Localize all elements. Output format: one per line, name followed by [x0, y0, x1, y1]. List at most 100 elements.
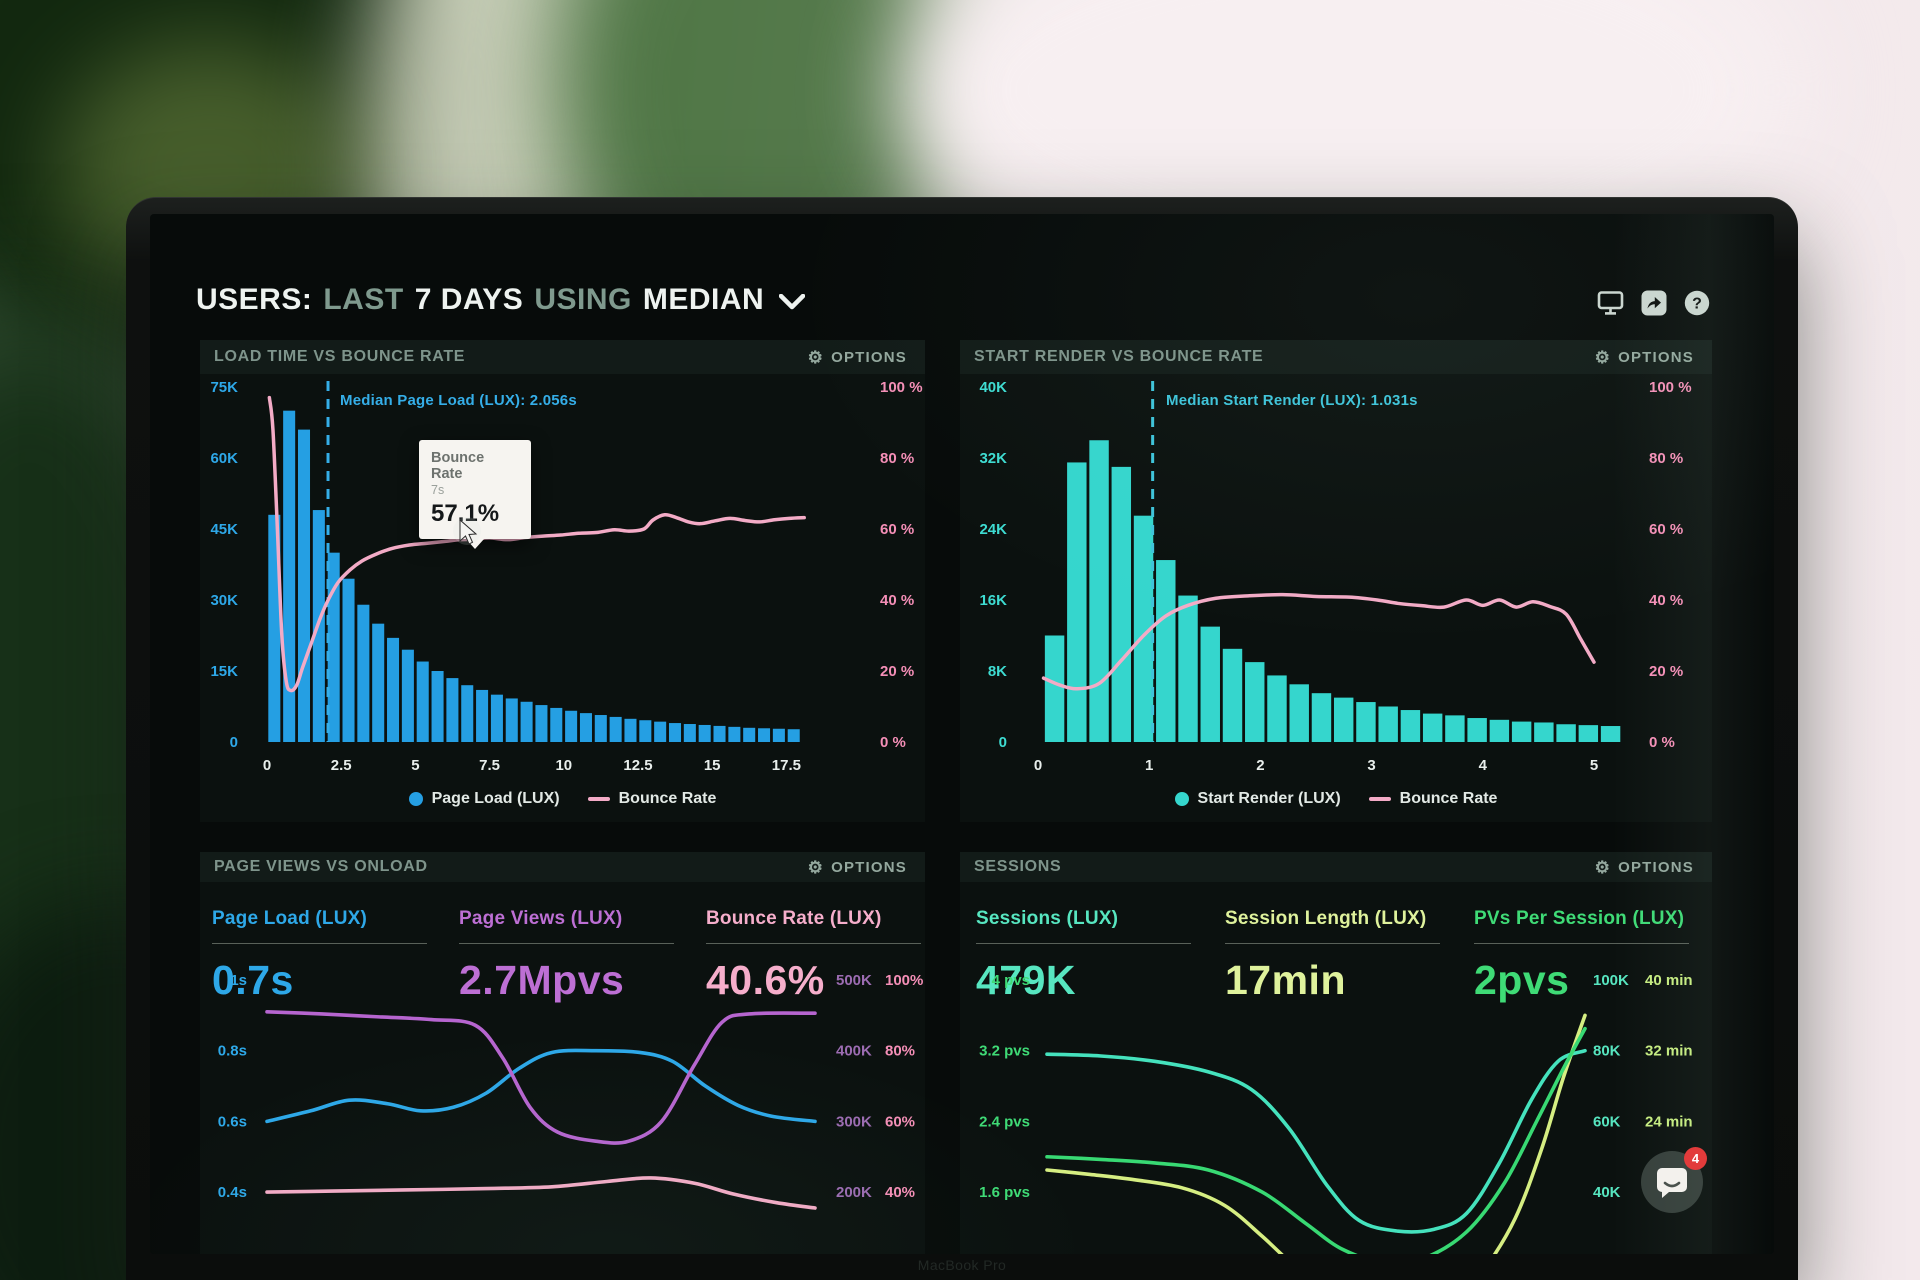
metric-pvs-per-session[interactable]: PVs Per Session (LUX) 2pvs [1474, 908, 1689, 1004]
panel-sessions: SESSIONS ⚙ OPTIONS Sessions (LUX) 479K S… [960, 852, 1712, 1254]
svg-text:0 %: 0 % [880, 734, 906, 751]
gear-icon: ⚙ [1594, 857, 1612, 877]
svg-text:400K: 400K [836, 1043, 872, 1060]
svg-text:24K: 24K [979, 521, 1007, 538]
svg-text:1.6 pvs: 1.6 pvs [979, 1184, 1030, 1201]
svg-text:0: 0 [230, 734, 238, 751]
svg-text:10: 10 [555, 757, 572, 774]
svg-text:60K: 60K [210, 450, 238, 467]
svg-text:40 %: 40 % [880, 592, 914, 609]
chevron-down-icon [779, 294, 806, 310]
svg-text:0: 0 [1034, 757, 1042, 774]
svg-text:500K: 500K [836, 972, 872, 989]
gear-icon: ⚙ [807, 347, 825, 367]
gear-icon: ⚙ [807, 857, 825, 877]
svg-text:100%: 100% [885, 972, 923, 989]
svg-text:80 %: 80 % [880, 450, 914, 467]
mouse-cursor-icon [452, 516, 486, 555]
dot-marker [408, 792, 423, 806]
share-icon[interactable] [1641, 290, 1667, 316]
intercom-launcher[interactable]: 4 [1641, 1147, 1707, 1213]
help-icon[interactable]: ? [1684, 290, 1710, 316]
title-using: USING [534, 283, 632, 316]
svg-text:40 %: 40 % [1649, 592, 1683, 609]
svg-text:100K: 100K [1593, 972, 1629, 989]
svg-text:60 %: 60 % [880, 521, 914, 538]
page-views-chart[interactable]: 1s 0.8s 0.6s 0.4s 500K 400K 300K 200K 100% 80% 60%… [200, 965, 925, 1254]
monitor-icon[interactable] [1597, 290, 1624, 316]
legend-bounce-rate[interactable]: Bounce Rate [1368, 790, 1497, 808]
options-button[interactable]: ⚙ OPTIONS [1594, 347, 1694, 367]
metric-page-views[interactable]: Page Views (LUX) 2.7Mpvs [459, 908, 674, 1004]
svg-text:80K: 80K [1593, 1043, 1621, 1060]
svg-text:8K: 8K [988, 663, 1007, 680]
metric-sessions[interactable]: Sessions (LUX) 479K [976, 908, 1191, 1004]
panel-load-time-vs-bounce-rate: LOAD TIME VS BOUNCE RATE ⚙ OPTIONS 75K 60… [200, 340, 925, 822]
sessions-chart[interactable]: 4 pvs 3.2 pvs 2.4 pvs 1.6 pvs 100K 80K 60K 40K 4… [960, 965, 1712, 1254]
svg-text:100 %: 100 % [1649, 379, 1692, 396]
svg-text:32K: 32K [979, 450, 1007, 467]
svg-text:0.4s: 0.4s [218, 1184, 247, 1201]
panel-title: SESSIONS [974, 858, 1062, 875]
svg-text:?: ? [1692, 296, 1702, 313]
metric-session-length[interactable]: Session Length (LUX) 17min [1225, 908, 1440, 1004]
svg-text:0: 0 [263, 757, 271, 774]
legend-page-load[interactable]: Page Load (LUX) [408, 790, 560, 808]
dashboard-screen: USERS: LAST 7 DAYS USING MEDIAN [150, 214, 1774, 1254]
svg-text:40K: 40K [1593, 1184, 1621, 1201]
dash-marker [587, 797, 610, 801]
metric-page-load[interactable]: Page Load (LUX) 0.7s [212, 908, 427, 1004]
panel-title: LOAD TIME VS BOUNCE RATE [214, 348, 466, 365]
svg-text:24 min: 24 min [1645, 1113, 1693, 1130]
svg-text:80%: 80% [885, 1043, 915, 1060]
legend-start-render[interactable]: Start Render (LUX) [1174, 790, 1341, 808]
title-range: 7 DAYS [414, 283, 524, 316]
chart-tooltip: Bounce Rate 7s 57.1% [419, 440, 531, 549]
svg-text:60K: 60K [1593, 1113, 1621, 1130]
svg-text:2: 2 [1256, 757, 1264, 774]
dot-marker [1174, 792, 1189, 806]
metric-bounce-rate[interactable]: Bounce Rate (LUX) 40.6% [706, 908, 921, 1004]
median-annotation: Median Start Render (LUX): 1.031s [1166, 392, 1418, 409]
options-button[interactable]: ⚙ OPTIONS [1594, 857, 1694, 877]
metrics-row: Page Load (LUX) 0.7s Page Views (LUX) 2.… [200, 908, 925, 1004]
chart-legend: Start Render (LUX) Bounce Rate [960, 790, 1712, 808]
svg-text:1s: 1s [230, 972, 247, 989]
svg-text:45K: 45K [210, 521, 238, 538]
chart-legend: Page Load (LUX) Bounce Rate [200, 790, 925, 808]
title-agg: MEDIAN [642, 283, 765, 316]
svg-text:75K: 75K [210, 379, 238, 396]
dash-marker [1368, 797, 1391, 801]
svg-text:60%: 60% [885, 1113, 915, 1130]
svg-text:17.5: 17.5 [772, 757, 801, 774]
laptop-brand-label: MacBook Pro [917, 1257, 1007, 1273]
svg-text:40%: 40% [885, 1184, 915, 1201]
svg-text:0.8s: 0.8s [218, 1043, 247, 1060]
panel-title: START RENDER VS BOUNCE RATE [974, 348, 1264, 365]
svg-text:32 min: 32 min [1645, 1043, 1693, 1060]
svg-text:20 %: 20 % [1649, 663, 1683, 680]
svg-text:16K: 16K [979, 592, 1007, 609]
header-toolbar: ? [1597, 290, 1710, 316]
svg-text:80 %: 80 % [1649, 450, 1683, 467]
options-button[interactable]: ⚙ OPTIONS [807, 347, 907, 367]
svg-text:5: 5 [411, 757, 419, 774]
start-render-chart[interactable]: 40K 32K 24K 16K 8K 0 100 % 80 % 60 % 40 % 20 % 0 % 0… [960, 374, 1712, 822]
legend-bounce-rate[interactable]: Bounce Rate [587, 790, 716, 808]
svg-text:1: 1 [1145, 757, 1153, 774]
svg-text:3: 3 [1367, 757, 1375, 774]
svg-text:3.2 pvs: 3.2 pvs [979, 1043, 1030, 1060]
svg-text:4: 4 [1479, 757, 1488, 774]
svg-text:15K: 15K [210, 663, 238, 680]
svg-text:40 min: 40 min [1645, 972, 1693, 989]
svg-text:60 %: 60 % [1649, 521, 1683, 538]
options-button[interactable]: ⚙ OPTIONS [807, 857, 907, 877]
svg-text:0.6s: 0.6s [218, 1113, 247, 1130]
panel-page-views-vs-onload: PAGE VIEWS VS ONLOAD ⚙ OPTIONS Page Load… [200, 852, 925, 1254]
chat-bubble-icon [1657, 1167, 1687, 1198]
svg-text:100 %: 100 % [880, 379, 923, 396]
page-title[interactable]: USERS: LAST 7 DAYS USING MEDIAN [196, 283, 806, 317]
svg-text:2.4 pvs: 2.4 pvs [979, 1113, 1030, 1130]
load-time-chart[interactable]: 75K 60K 45K 30K 15K 0 100 % 80 % 60 % 40 % 20 % 0 %… [200, 374, 925, 822]
